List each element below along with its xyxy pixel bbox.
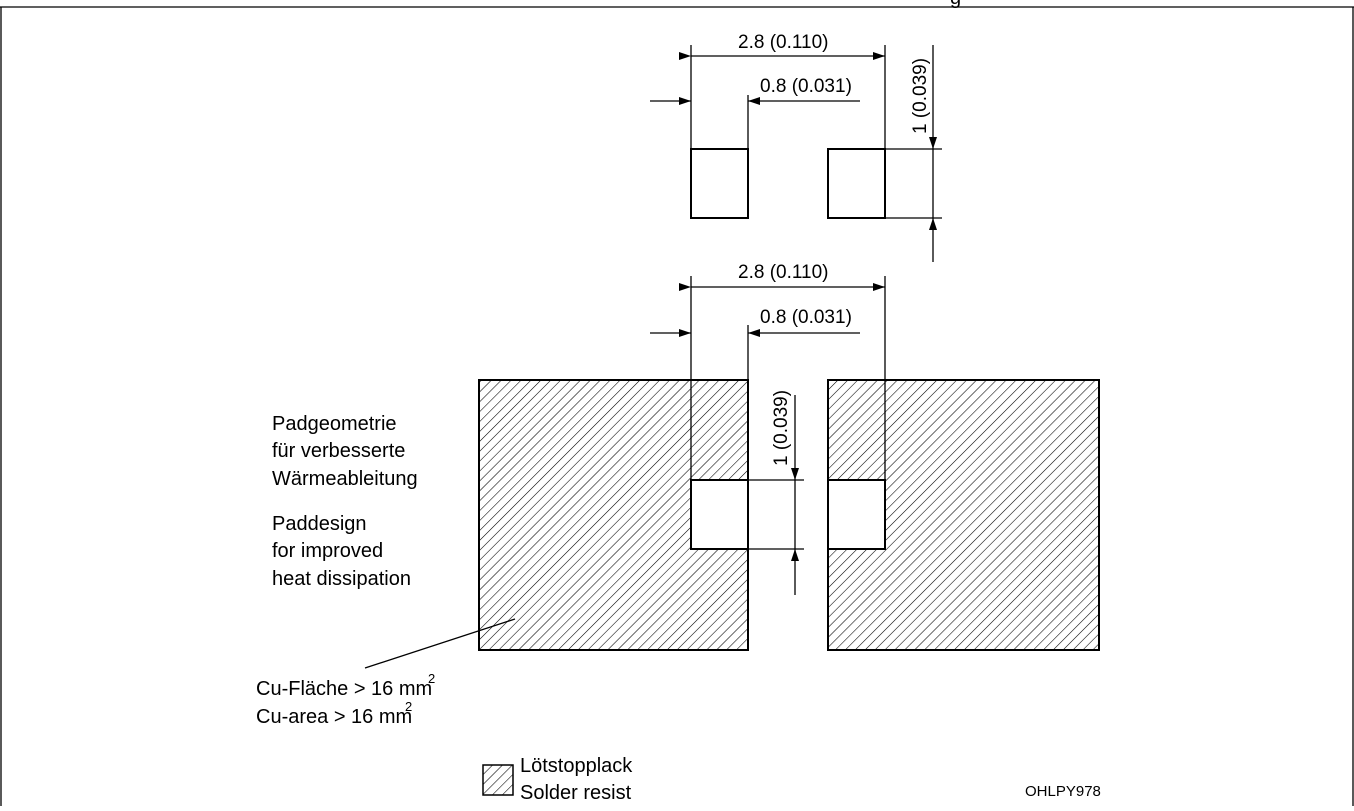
description-en-line-1: Paddesign	[272, 513, 367, 535]
description-de-line-1: Padgeometrie	[272, 413, 397, 435]
bottom-dim-pad-height: 1 (0.039)	[771, 390, 792, 466]
legend: Lötstopplack Solder resist	[482, 755, 633, 804]
top-right-pad	[827, 148, 886, 219]
copper-area-de-exponent: 2	[428, 671, 435, 686]
description-de-line-2: für verbesserte	[272, 440, 405, 462]
solder-resist-swatch	[482, 764, 514, 796]
top-dim-pad-height: 1 (0.039)	[910, 58, 931, 134]
description-en-line-3: heat dissipation	[272, 568, 411, 590]
copper-area-note: Cu-Fläche > 16 mm 2 Cu-area > 16 mm 2	[256, 671, 435, 728]
drawing-code: OHLPY978	[1025, 783, 1101, 800]
top-footprint: 2.8 (0.110) 0.8 (0.031) 1 (0.039)	[650, 32, 942, 262]
bottom-right-pad	[827, 479, 886, 550]
top-dim-total: 2.8 (0.110)	[738, 32, 828, 53]
copper-area-de: Cu-Fläche > 16 mm	[256, 678, 432, 700]
legend-de: Lötstopplack	[520, 755, 633, 777]
bottom-dim-total: 2.8 (0.110)	[738, 262, 828, 283]
copper-area-en-exponent: 2	[405, 699, 412, 714]
description-en-line-2: for improved	[272, 540, 383, 562]
top-dim-pad-width: 0.8 (0.031)	[760, 76, 852, 97]
copper-area-en: Cu-area > 16 mm	[256, 706, 412, 728]
copper-area-leader	[364, 618, 516, 669]
top-left-pad	[690, 148, 749, 219]
header-fragment: g	[950, 0, 961, 9]
pad-description: Padgeometrie für verbesserte Wärmeableit…	[272, 413, 418, 590]
bottom-dim-pad-width: 0.8 (0.031)	[760, 307, 852, 328]
description-de-line-3: Wärmeableitung	[272, 468, 418, 490]
bottom-left-pad	[690, 479, 749, 550]
bottom-footprint: 2.8 (0.110) 0.8 (0.031) 1 (0.039)	[478, 262, 1100, 651]
page-border	[0, 6, 1354, 806]
legend-en: Solder resist	[520, 782, 632, 804]
